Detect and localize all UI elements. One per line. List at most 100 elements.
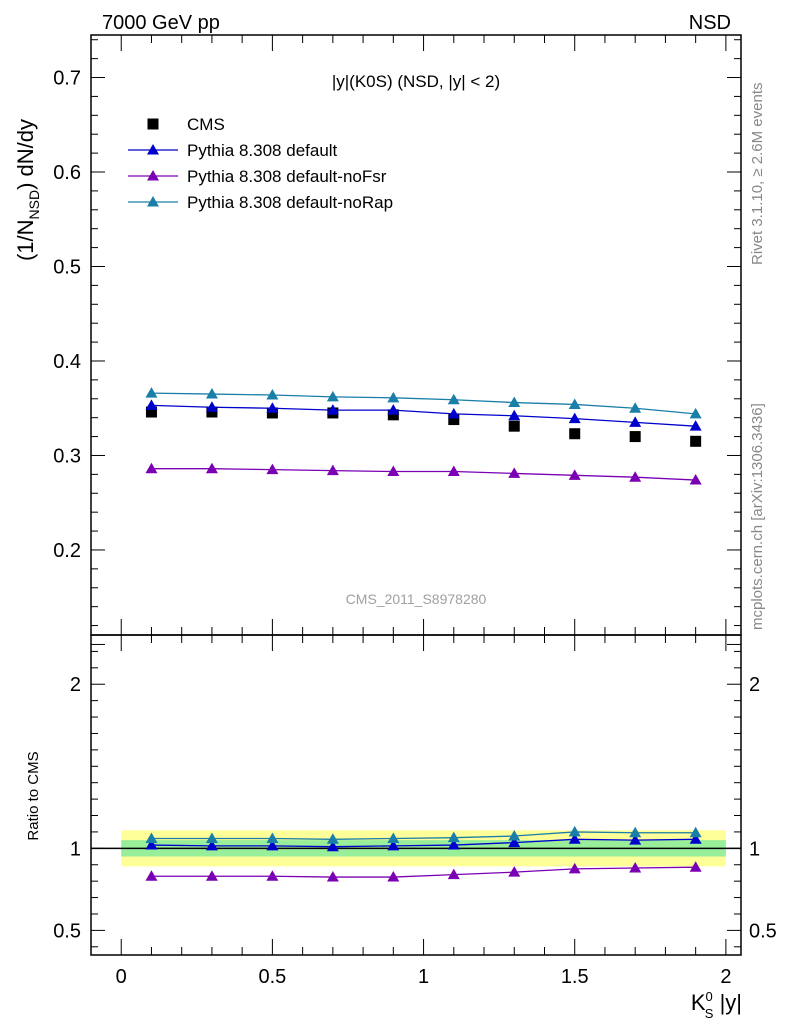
- lower-data-point: [447, 839, 460, 850]
- lower-data-point: [447, 831, 460, 843]
- upper-data-point: [689, 474, 702, 485]
- upper-data-point: [508, 409, 521, 421]
- upper-data-point: [326, 404, 339, 415]
- lower-data-point: [145, 870, 158, 881]
- side-note-bottom: mcplots.cern.ch [arXiv:1306.3436]: [749, 403, 766, 630]
- upper-y-tick-label: 0.2: [53, 540, 81, 562]
- upper-y-tick-label: 0.3: [53, 445, 81, 467]
- upper-data-point: [568, 469, 581, 480]
- upper-data-point: [266, 407, 278, 419]
- upper-y-tick-label: 0.6: [53, 162, 81, 184]
- lower-y-ticks: 0.5 0.5 1 1 2 2: [53, 634, 777, 948]
- lower-panel: 0.5 0.5 1 1 2 2 0 0.5 1 1.5 2 Ratio to CMS K0 S |y…: [25, 634, 777, 1021]
- ratio-bands: [91, 830, 741, 867]
- upper-data-point: [690, 435, 702, 447]
- lower-data-point: [326, 871, 339, 882]
- upper-plot-title: |y|(K0S) (NSD, |y| < 2): [332, 72, 500, 91]
- lower-data-point: [629, 826, 642, 838]
- x-tick-label: 2: [720, 966, 731, 988]
- lower-y-tick-label: 2: [70, 674, 81, 696]
- upper-series-line: [151, 468, 696, 481]
- lower-data-point: [689, 833, 702, 844]
- lower-data-point: [568, 825, 581, 837]
- upper-data-point: [689, 407, 702, 419]
- upper-data-point: [568, 412, 581, 424]
- lower-data-point: [205, 870, 218, 881]
- lower-data-point: [326, 840, 339, 852]
- upper-data-point: [266, 463, 279, 475]
- lower-data-point: [689, 861, 702, 872]
- lower-data-point: [387, 839, 400, 851]
- header-right-label: NSD: [689, 12, 731, 34]
- legend: CMS Pythia 8.308 default Pythia 8.308 defa…: [128, 115, 393, 212]
- upper-y-tick-label: 0.5: [53, 256, 81, 278]
- legend-marker: [147, 118, 159, 130]
- lower-y-tick-label: 1: [70, 838, 81, 860]
- upper-y-ticks: 0.2 0.3 0.4 0.5 0.6 0.7: [53, 39, 741, 645]
- lower-y-tick-label-right: 2: [749, 674, 760, 696]
- lower-data-point: [266, 832, 279, 843]
- lower-data-point: [145, 832, 158, 843]
- upper-data-point: [206, 406, 218, 418]
- upper-series-line: [151, 392, 696, 415]
- upper-data-point: [145, 387, 158, 398]
- lower-data-point: [508, 836, 521, 848]
- legend-label: Pythia 8.308 default: [187, 141, 338, 160]
- legend-label: Pythia 8.308 default-noFsr: [187, 167, 387, 186]
- x-tick-label: 0.5: [258, 966, 286, 988]
- legend-marker: [147, 196, 159, 207]
- x-axis-label: K0 S |y|: [691, 989, 742, 1021]
- upper-data-point: [145, 399, 158, 410]
- lower-series-line: [151, 831, 696, 840]
- legend-marker: [147, 144, 159, 155]
- upper-y-tick-label: 0.4: [53, 351, 81, 373]
- upper-data-point: [568, 398, 581, 409]
- upper-data-point: [266, 389, 279, 400]
- lower-y-tick-label-right: 1: [749, 838, 760, 860]
- upper-data-point: [326, 464, 339, 476]
- lower-series-line: [151, 838, 696, 848]
- upper-data-point: [508, 467, 521, 478]
- lower-data-point: [266, 839, 279, 851]
- upper-data-point: [145, 462, 158, 474]
- watermark-label: CMS_2011_S8978280: [346, 591, 487, 607]
- upper-data-point: [266, 402, 279, 413]
- upper-data-point: [326, 390, 339, 402]
- side-note-top: Rivet 3.1.10, ≥ 2.6M events: [749, 83, 766, 266]
- upper-data-point: [205, 462, 218, 474]
- lower-data-point: [629, 862, 642, 873]
- upper-y-axis-label: (1/NNSD) dN/dy: [13, 119, 42, 261]
- upper-series-line: [151, 404, 696, 427]
- upper-data-point: [447, 393, 460, 405]
- lower-series-line: [151, 866, 696, 878]
- upper-data-point: [447, 465, 460, 477]
- lower-data-point: [205, 839, 218, 851]
- upper-data-point: [629, 431, 641, 443]
- upper-data-point: [448, 414, 460, 426]
- legend-label: Pythia 8.308 default-noRap: [187, 193, 393, 212]
- legend-marker: [147, 170, 159, 181]
- upper-data-point: [205, 401, 218, 412]
- lower-y-axis-label: Ratio to CMS: [25, 751, 42, 840]
- lower-data-point: [508, 830, 521, 841]
- upper-data-point: [447, 407, 460, 419]
- lower-data-point: [568, 862, 581, 874]
- x-tick-label: 0: [116, 966, 127, 988]
- upper-data-point: [387, 391, 400, 403]
- lower-data-point: [689, 826, 702, 838]
- lower-data-point: [447, 868, 460, 880]
- x-tick-label: 1.5: [561, 966, 589, 988]
- lower-y-tick-label: 0.5: [53, 920, 81, 942]
- upper-series-layer: [145, 387, 702, 485]
- header-left-label: 7000 GeV pp: [102, 12, 220, 34]
- lower-x-ticks: 0 0.5 1 1.5 2: [116, 635, 731, 988]
- upper-data-point: [689, 420, 702, 431]
- upper-data-point: [629, 402, 642, 413]
- upper-data-point: [387, 409, 399, 421]
- lower-y-tick-label-right: 0.5: [749, 920, 777, 942]
- lower-data-point: [568, 833, 581, 844]
- lower-data-point: [387, 871, 400, 882]
- legend-label: CMS: [187, 115, 225, 134]
- lower-data-point: [629, 834, 642, 845]
